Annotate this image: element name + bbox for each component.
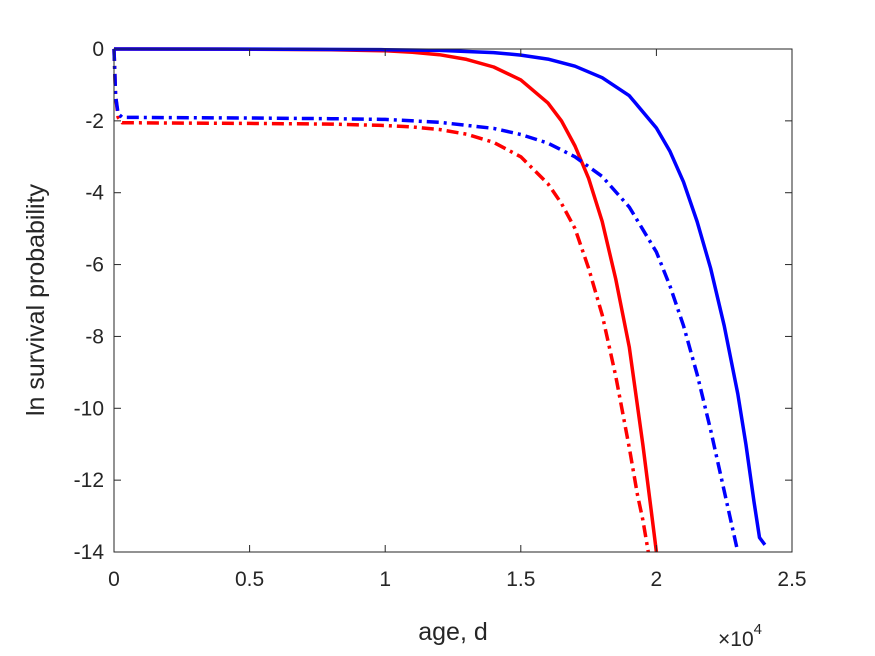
x-tick-label-3: 1.5 — [506, 568, 535, 591]
x-exponent-base: ×10 — [718, 628, 754, 651]
y-tick-label-0: 0 — [92, 38, 104, 61]
x-tick-label-5: 2.5 — [777, 568, 806, 591]
series-line-4 — [112, 48, 740, 553]
y-tick-label-6: -12 — [74, 469, 104, 492]
axes-layer: 0 0.5 1 1.5 2 2.5 0 -2 -4 -6 -8 -10 -12 -14 — [74, 38, 807, 591]
x-exponent-label: ×104 — [718, 621, 762, 651]
x-tick-label-4: 2 — [651, 568, 663, 591]
x-tick-label-0: 0 — [108, 568, 120, 591]
x-axis-label: age, d — [418, 618, 488, 646]
y-tick-label-3: -6 — [85, 254, 104, 277]
x-exponent-power: 4 — [754, 621, 762, 638]
y-tick-label-4: -8 — [85, 325, 104, 348]
y-tick-label-7: -14 — [74, 541, 105, 564]
y-tick-label-2: -4 — [85, 182, 104, 205]
axes-box — [113, 48, 793, 553]
x-tick-label-1: 0.5 — [235, 568, 264, 591]
y-tick-label-5: -10 — [74, 397, 104, 420]
series-line-3 — [113, 47, 767, 546]
x-tick-label-2: 1 — [379, 568, 391, 591]
series-line-2 — [112, 48, 651, 553]
y-tick-label-1: -2 — [85, 110, 104, 133]
y-axis-label: ln survival probability — [22, 183, 50, 416]
